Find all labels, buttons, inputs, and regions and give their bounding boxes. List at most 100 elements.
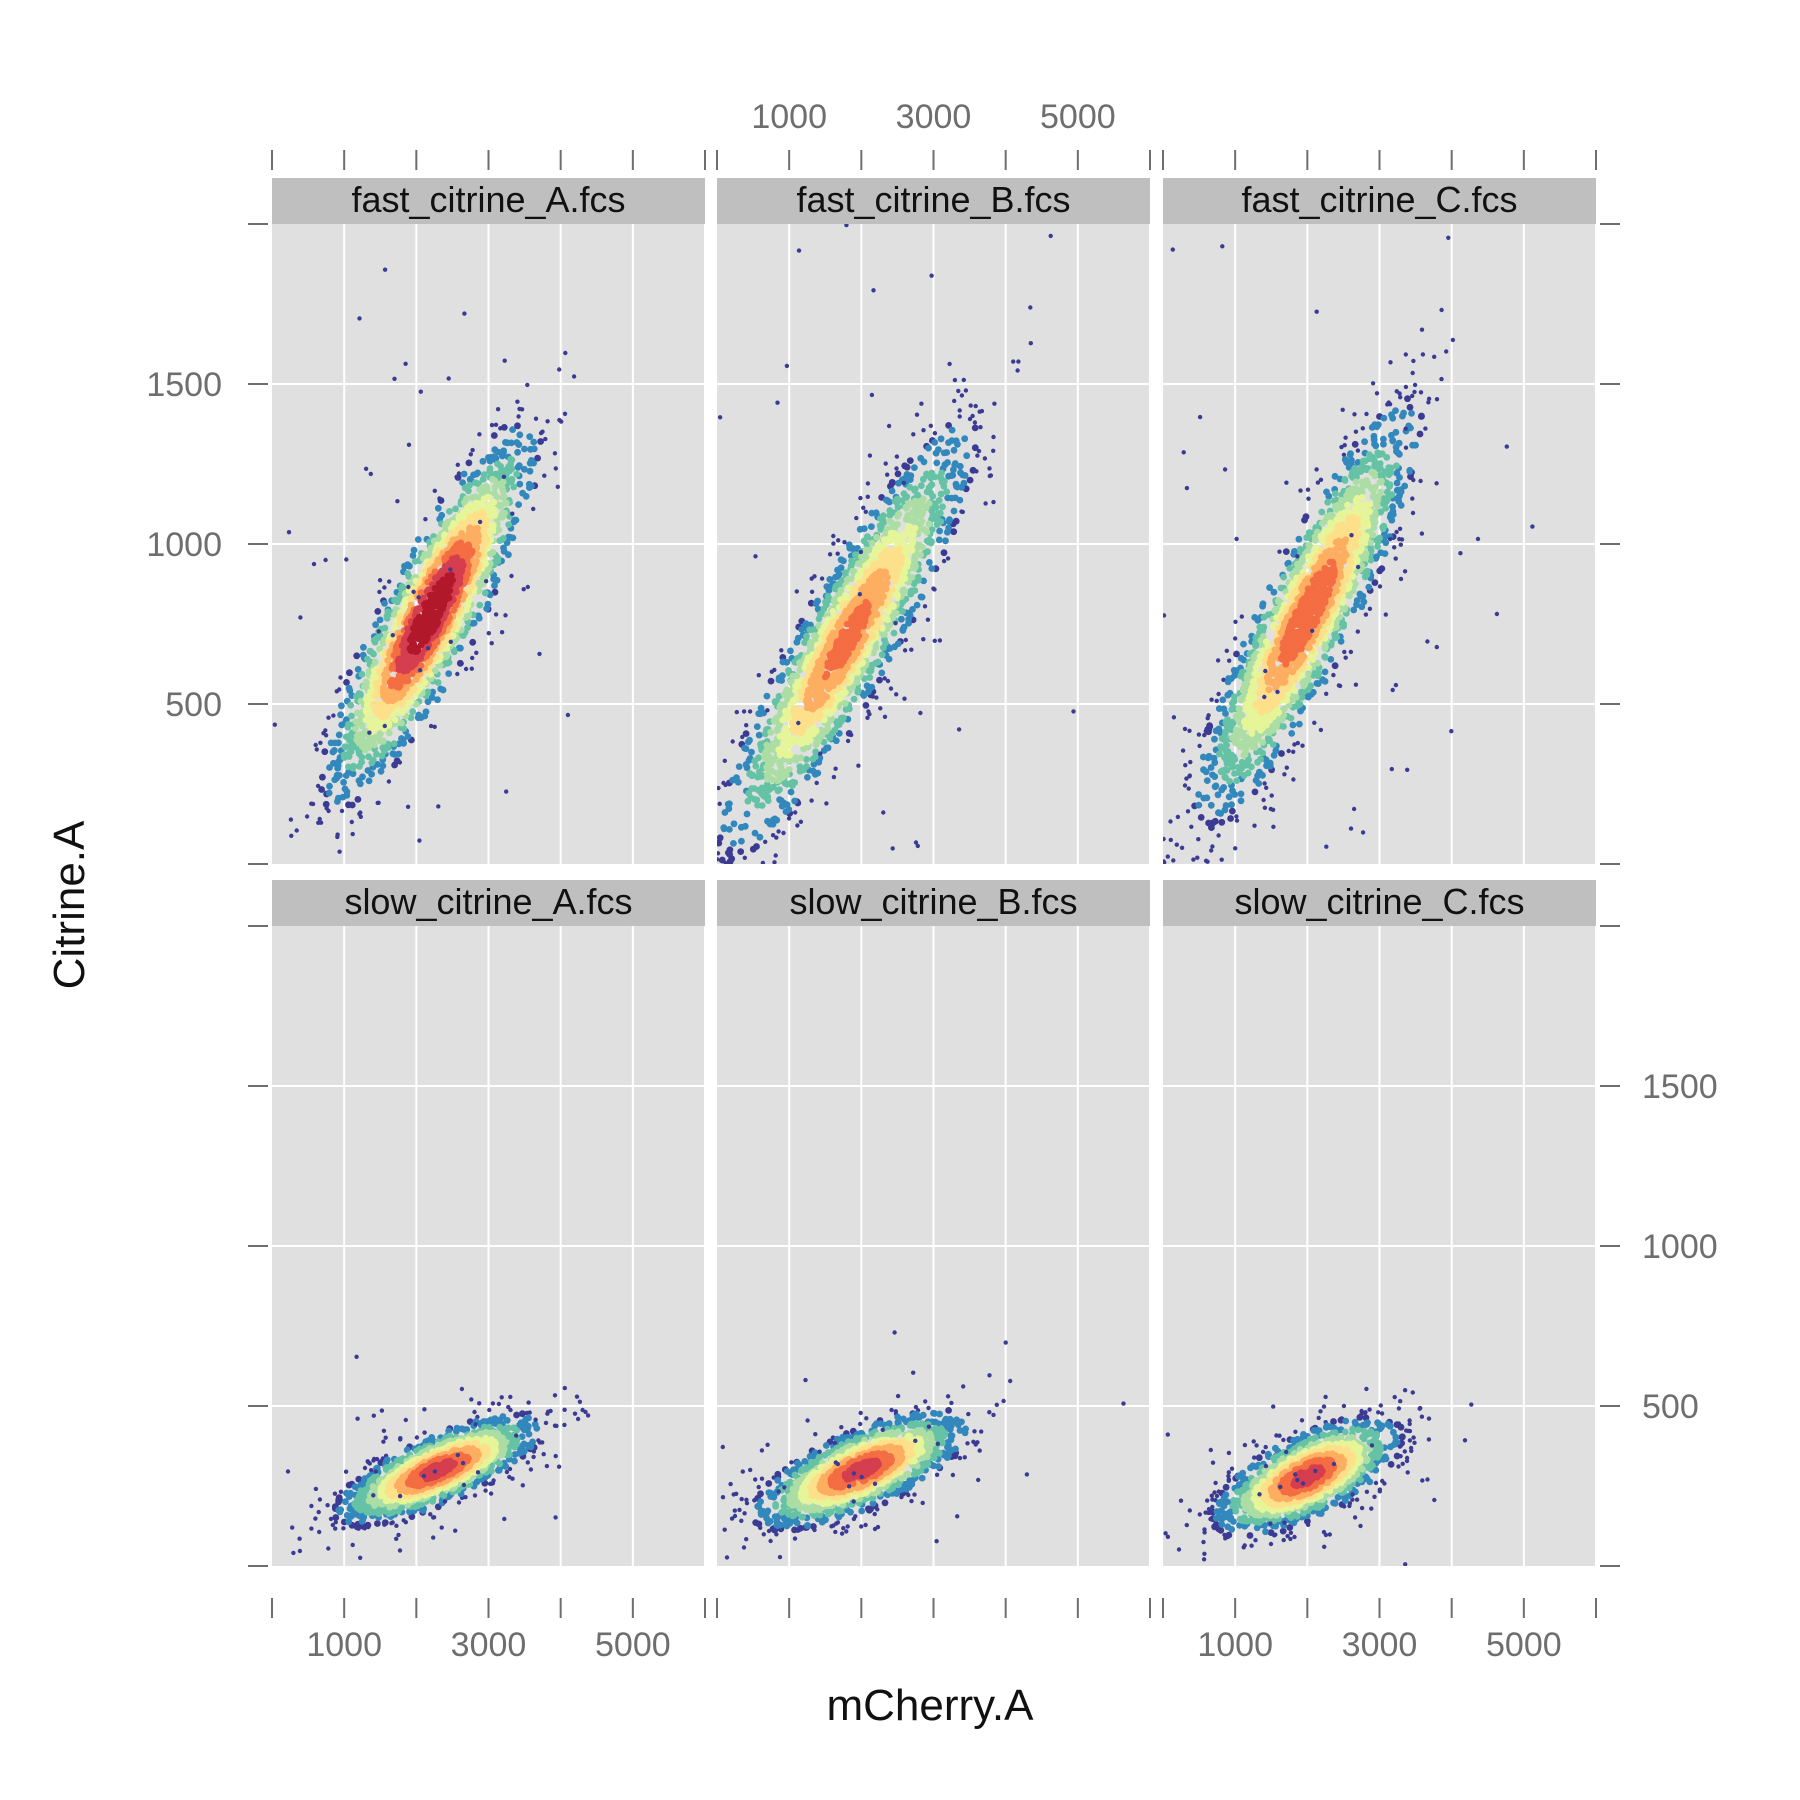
data-point <box>730 820 738 828</box>
data-point <box>428 723 434 729</box>
data-point <box>991 499 996 505</box>
data-point <box>347 701 355 709</box>
outlier-point <box>272 722 277 727</box>
data-point <box>932 431 938 436</box>
data-point <box>516 414 521 419</box>
data-point <box>1174 842 1180 847</box>
data-point <box>521 587 526 592</box>
data-point <box>479 457 487 465</box>
data-point <box>509 573 514 579</box>
data-point <box>1444 349 1449 354</box>
data-point <box>1419 327 1425 332</box>
outlier-point <box>448 567 453 572</box>
data-point <box>365 777 373 785</box>
data-point <box>824 801 829 806</box>
data-point <box>1356 590 1364 598</box>
data-point <box>1346 451 1354 459</box>
data-point <box>405 804 411 809</box>
outlier-point <box>928 423 933 428</box>
data-point <box>747 709 753 714</box>
data-point <box>343 679 350 686</box>
data-point <box>1300 743 1305 748</box>
data-point <box>868 523 875 530</box>
data-point <box>1239 614 1245 619</box>
data-point <box>730 840 737 847</box>
data-point <box>432 488 437 493</box>
data-point <box>943 488 951 496</box>
data-point <box>866 709 871 714</box>
data-point <box>326 715 331 720</box>
data-point <box>1295 740 1301 746</box>
data-point <box>390 740 398 748</box>
data-point <box>359 773 366 781</box>
data-point <box>921 428 926 433</box>
data-point <box>1168 819 1173 824</box>
data-point <box>1263 762 1270 770</box>
data-point <box>342 743 349 750</box>
strip-background <box>717 178 1150 224</box>
data-point <box>519 489 526 497</box>
data-point <box>909 647 914 652</box>
outlier-point <box>367 730 372 735</box>
outlier-point <box>893 621 898 626</box>
data-point <box>352 725 359 732</box>
data-point <box>971 444 979 452</box>
data-point <box>410 640 417 647</box>
outlier-point <box>525 584 530 590</box>
data-point <box>1393 479 1401 487</box>
data-point <box>894 512 901 520</box>
data-point <box>1403 352 1409 357</box>
data-point <box>288 817 294 822</box>
data-point <box>944 494 952 502</box>
data-point <box>834 573 842 580</box>
data-point <box>1397 536 1402 542</box>
data-point <box>454 474 462 481</box>
data-point <box>495 407 501 412</box>
data-point <box>894 466 899 471</box>
data-point <box>310 801 316 807</box>
data-point <box>734 778 742 786</box>
data-point <box>952 377 958 383</box>
data-point <box>375 800 380 806</box>
data-point <box>941 558 947 564</box>
data-point <box>726 846 734 854</box>
data-point <box>1331 672 1336 678</box>
data-point <box>376 616 384 624</box>
outlier-point <box>403 361 408 366</box>
data-point <box>1284 765 1290 770</box>
data-point <box>1187 728 1192 733</box>
data-point <box>956 388 961 394</box>
outlier-point <box>901 480 906 486</box>
data-point <box>903 637 908 643</box>
data-point <box>1282 548 1290 555</box>
data-point <box>1233 846 1238 851</box>
data-point <box>1289 721 1297 729</box>
data-point <box>474 469 482 477</box>
data-point <box>991 434 996 440</box>
data-point <box>1353 682 1359 687</box>
data-point <box>1268 806 1274 812</box>
data-point <box>1450 337 1456 343</box>
data-point <box>833 766 838 771</box>
data-point <box>475 612 482 620</box>
data-point <box>717 839 723 847</box>
data-point <box>452 505 459 513</box>
data-point <box>543 436 548 442</box>
data-point <box>571 374 577 379</box>
data-point <box>1409 441 1416 449</box>
data-point <box>792 735 799 743</box>
data-point <box>363 680 371 687</box>
data-point <box>1306 496 1311 501</box>
data-point <box>562 411 568 416</box>
data-point <box>538 430 544 436</box>
data-point <box>894 503 902 511</box>
data-point <box>877 526 885 533</box>
data-point <box>842 540 847 545</box>
data-point <box>410 546 418 554</box>
data-point <box>987 466 992 471</box>
data-point <box>772 667 777 673</box>
data-point <box>1215 809 1222 817</box>
data-point <box>429 688 437 696</box>
data-point <box>961 435 969 443</box>
data-point <box>1211 759 1219 766</box>
